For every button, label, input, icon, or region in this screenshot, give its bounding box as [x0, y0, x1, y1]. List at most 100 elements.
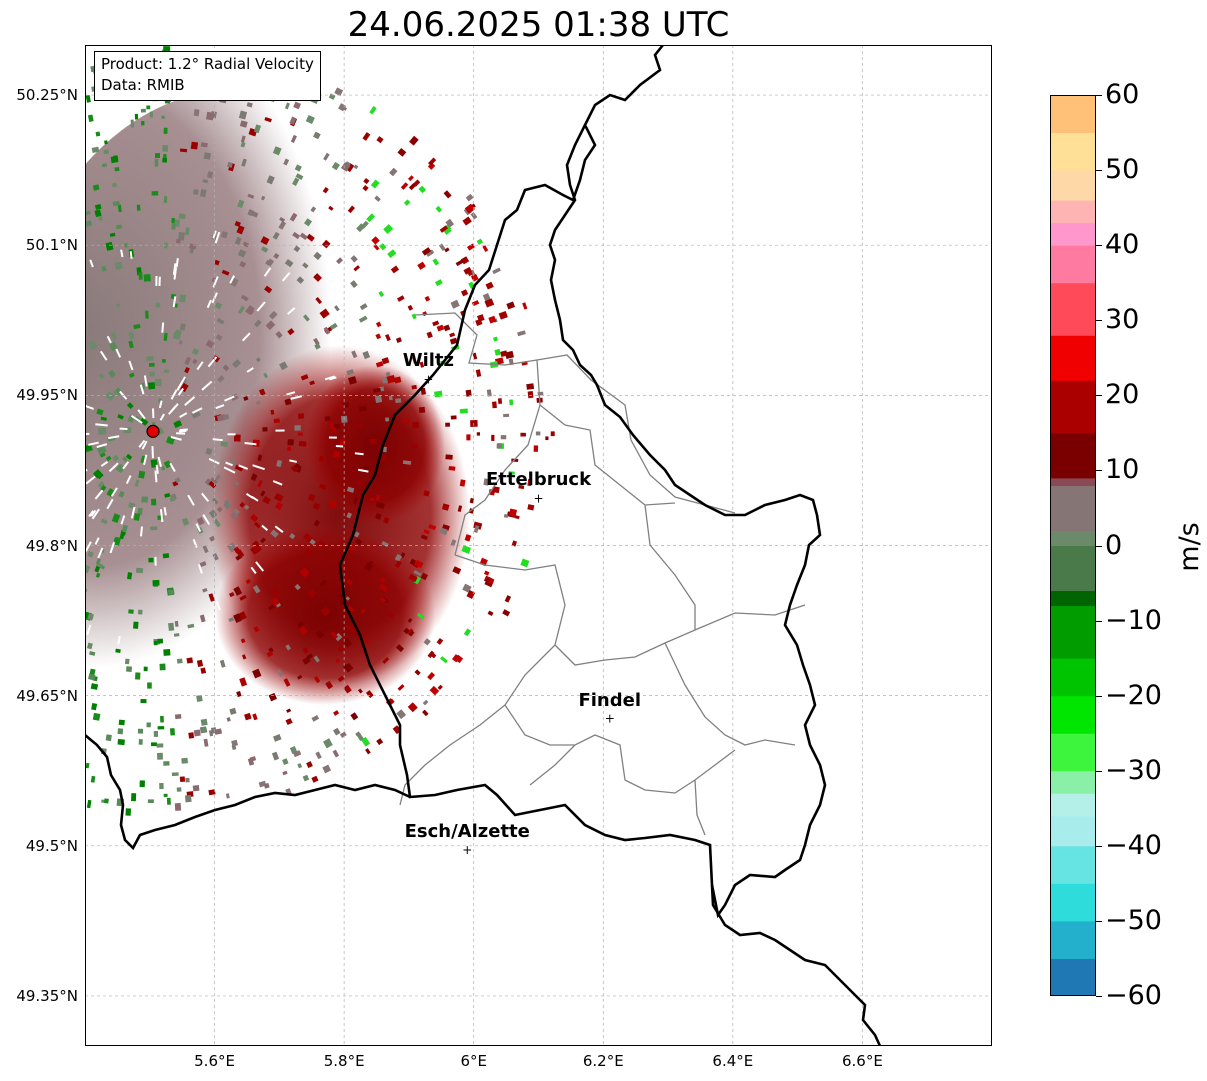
echo-pixel [332, 427, 336, 433]
echo-pixel [380, 597, 387, 603]
radar-map[interactable]: + + + + [85, 45, 992, 1046]
echo-pixel [164, 492, 171, 498]
echo-pixel [162, 145, 169, 152]
echo-pixel [295, 173, 304, 181]
colorbar-band [1050, 770, 1096, 794]
echo-pixel [381, 454, 387, 462]
echo-pixel [475, 369, 482, 377]
echo-pixel [412, 356, 417, 364]
echo-pixel [292, 231, 301, 240]
echo-pixel [222, 364, 230, 372]
echo-pixel [169, 728, 175, 736]
echo-pixel [260, 195, 266, 201]
echo-pixel [90, 683, 99, 690]
echo-pixel [459, 408, 468, 414]
echo-pixel [100, 518, 108, 525]
echo-pixel [190, 141, 199, 150]
echo-gap [85, 475, 96, 485]
echo-pixel [486, 389, 492, 397]
echo-pixel [181, 517, 190, 526]
echo-pixel [128, 609, 134, 614]
echo-pixel [294, 583, 301, 591]
echo-pixel [117, 739, 125, 746]
colorbar-tick-mark-12 [1096, 996, 1102, 997]
borders [85, 45, 882, 1046]
echo-pixel [230, 511, 239, 520]
echo-pixel [311, 715, 320, 722]
echo-pixel [200, 142, 208, 148]
echo-pixel [317, 539, 326, 548]
echo-pixel [464, 534, 472, 542]
echo-pixel [373, 244, 380, 251]
echo-pixel [244, 504, 250, 510]
echo-pixel [313, 251, 322, 261]
echo-pixel [252, 668, 262, 679]
echo-gap [154, 470, 158, 483]
echo-gap [227, 433, 236, 436]
echo-pixel [350, 280, 358, 289]
echo-gap [91, 508, 100, 520]
echo-pixel [464, 203, 476, 214]
echo-pixel [172, 223, 177, 228]
echo-pixel [184, 366, 190, 374]
echo-pixel [237, 305, 246, 315]
echo-pixel [488, 577, 495, 585]
echo-pixel [491, 434, 495, 441]
echo-gap [290, 395, 303, 400]
echo-pixel [297, 413, 305, 419]
echo-pixel [95, 558, 102, 565]
lat-tick-label-6: 49.35°N [16, 986, 78, 1005]
echo-gap [94, 489, 104, 500]
echo-pixel [148, 382, 156, 390]
echo-pixel [143, 274, 151, 282]
echo-pixel [292, 750, 302, 758]
echo-pixel [284, 398, 292, 406]
echo-pixel [386, 375, 396, 384]
echo-pixel [105, 455, 112, 462]
radar-site-marker[interactable] [146, 424, 160, 438]
echo-pixel [303, 533, 313, 543]
echo-pixel [153, 640, 158, 646]
echo-gap [176, 380, 184, 391]
echo-pixel [133, 621, 139, 629]
echo-pixel [445, 454, 453, 460]
echo-pixel [201, 727, 208, 733]
echo-pixel [488, 315, 497, 324]
echo-gap [212, 276, 219, 288]
echo-pixel [104, 140, 108, 145]
echo-pixel [423, 638, 431, 646]
echo-pixel [129, 372, 135, 378]
echo-pixel [179, 776, 186, 783]
echo-gap [85, 432, 90, 436]
echo-pixel [131, 793, 137, 802]
echo-pixel [449, 337, 458, 345]
echo-pixel [208, 480, 217, 489]
echo-pixel [427, 162, 436, 170]
echo-pixel [550, 431, 555, 437]
colorbar-tick-mark-9 [1096, 770, 1102, 772]
echo-pixel [320, 606, 331, 617]
echo-gap [141, 440, 148, 450]
echo-pixel [388, 395, 393, 401]
echo-pixel [365, 690, 374, 699]
echo-pixel [376, 738, 384, 746]
echo-pixel [163, 196, 168, 203]
city-marker-icon: + [462, 843, 472, 857]
lon-tick-label-0: 5.6°E [194, 1052, 235, 1070]
echo-pixel [240, 135, 246, 143]
echo-pixel [527, 504, 535, 511]
echo-pixel [264, 116, 272, 123]
echo-pixel [119, 534, 125, 540]
echo-pixel [403, 627, 410, 635]
echo-pixel [434, 390, 443, 398]
echo-pixel [506, 301, 516, 310]
echo-pixel [143, 666, 148, 672]
echo-pixel [92, 184, 100, 191]
echo-pixel [175, 238, 181, 244]
echo-pixel [414, 559, 424, 569]
echo-gap [201, 492, 210, 503]
echo-pixel [174, 477, 181, 484]
echo-pixel [463, 266, 473, 275]
echo-pixel [208, 593, 215, 602]
map-frame [85, 45, 992, 1046]
